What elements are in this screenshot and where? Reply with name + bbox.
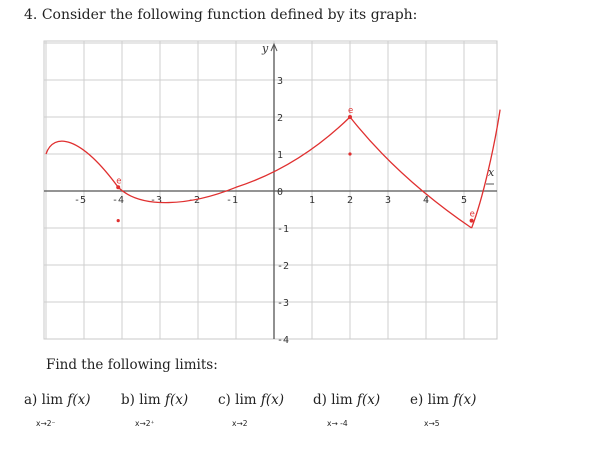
limits-list: a) lim f(x) x→2⁻ b) lim f(x) x→2⁺ c) lim… [0, 392, 595, 442]
isolated-point [116, 219, 120, 223]
limit-label: d) [313, 392, 327, 408]
limits-prompt: Find the following limits: [46, 357, 218, 373]
limit-label: c) [218, 392, 231, 408]
curve-middle-piece [349, 116, 472, 229]
limit-expr: lim [235, 392, 257, 408]
x-tick-label: 1 [309, 195, 315, 206]
curve-marker [469, 218, 474, 223]
limit-function: f(x) [260, 392, 285, 408]
y-tick-label: 1 [277, 150, 283, 161]
y-axis-arrow [270, 42, 278, 52]
y-axis-label: y [261, 42, 269, 55]
x-tick-label: 2 [347, 195, 353, 206]
grid-lines [43, 40, 498, 340]
limit-expr: lim [331, 392, 353, 408]
function-curve [45, 109, 501, 229]
y-tick-label: 3 [277, 76, 283, 87]
x-tick-label: -1 [226, 195, 238, 206]
curve-left-piece [45, 116, 351, 204]
curve-marker [348, 115, 352, 119]
limit-b: b) lim f(x) x→2⁺ [121, 392, 189, 428]
limit-e: e) lim f(x) x→5 [410, 392, 477, 428]
limit-function: f(x) [356, 392, 381, 408]
marker-label: e [470, 210, 475, 220]
x-tick-label: -5 [74, 195, 86, 206]
x-tick-label: -3 [150, 195, 162, 206]
limit-label: e) [410, 392, 424, 408]
limit-subscript: x→2⁻ [36, 419, 56, 428]
isolated-point [348, 152, 352, 156]
limit-label: b) [121, 392, 135, 408]
curve-marker [116, 185, 121, 190]
y-tick-label: 0 [277, 187, 283, 198]
x-tick-label: 5 [461, 195, 467, 206]
marker-label: e [116, 176, 121, 186]
limit-subscript: x→5 [424, 419, 440, 428]
x-tick-label: 3 [385, 195, 391, 206]
limit-subscript: x→2⁺ [135, 419, 155, 428]
limit-expr: lim [41, 392, 64, 408]
y-tick-label: -4 [277, 335, 289, 346]
limit-subscript: x→ -4 [327, 419, 348, 428]
y-tick-label: -2 [277, 261, 289, 272]
y-tick-label: 2 [277, 113, 283, 124]
question-text: Consider the following function defined … [41, 7, 418, 23]
limit-function: f(x) [453, 392, 477, 408]
limit-d: d) lim f(x) x→ -4 [313, 392, 381, 428]
axes: xy [44, 42, 497, 339]
limit-c: c) lim f(x) x→2 [218, 392, 285, 428]
x-tick-label: -4 [112, 195, 124, 206]
x-tick-label: 4 [423, 195, 429, 206]
limit-a: a) lim f(x) x→2⁻ [24, 392, 91, 428]
limit-function: f(x) [67, 392, 91, 408]
question-header: 4. Consider the following function defin… [24, 7, 417, 23]
limit-expr: lim [139, 392, 161, 408]
y-tick-label: -1 [277, 224, 289, 235]
point-markers: e e e [116, 106, 475, 223]
limit-expr: lim [427, 392, 449, 408]
marker-label: e [348, 106, 353, 116]
x-axis-label: x [488, 166, 495, 179]
limit-subscript: x→2 [232, 419, 248, 428]
grid-border [43, 40, 498, 340]
y-tick-label: -3 [277, 298, 289, 309]
question-number: 4. [24, 7, 38, 23]
curve-right-piece [470, 109, 501, 229]
limit-label: a) [24, 392, 38, 408]
limit-function: f(x) [164, 392, 189, 408]
